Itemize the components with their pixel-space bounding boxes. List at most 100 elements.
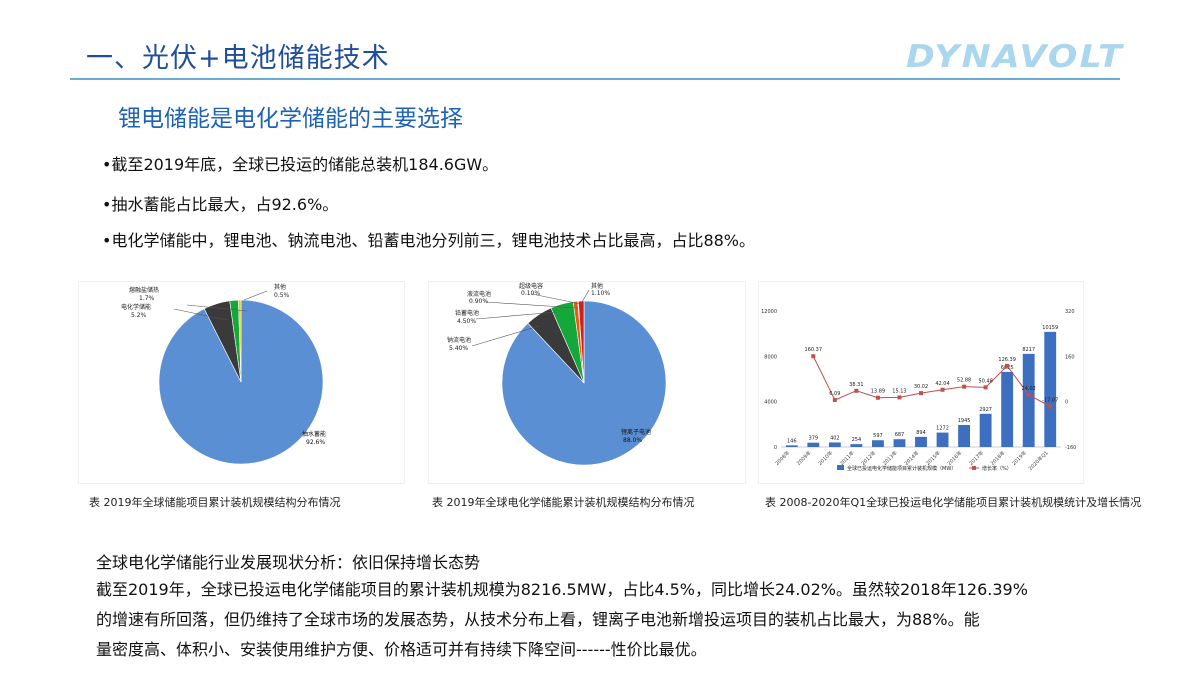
page-title: 一、光伏+电池储能技术	[86, 43, 390, 74]
bar	[785, 445, 798, 447]
x-tick-label: 2013年	[881, 449, 898, 466]
x-tick-label: 2009年	[795, 449, 812, 466]
pie1-value-pumped-hydro: 92.6%	[306, 439, 325, 446]
leader-line	[485, 301, 578, 309]
analysis-heading: 全球电化学储能行业发展现状分析：依旧保持增长态势	[96, 553, 481, 572]
growth-value-label: 42.04	[935, 381, 949, 387]
pie2-value-lithium: 88.0%	[623, 437, 642, 444]
growth-point	[875, 395, 880, 400]
pie1-label-electrochemical: 电化学储能	[121, 303, 151, 311]
growth-point	[983, 385, 988, 390]
x-tick-label: 2011年	[838, 449, 855, 466]
analysis-line: 的增速有所回落，但仍维持了全球市场的发展态势，从技术分布上看，锂离子电池新增投运…	[96, 610, 980, 629]
growth-point	[832, 397, 837, 402]
pie2-label-supercap: 超级电容	[519, 282, 543, 290]
bullet-total-capacity: •截至2019年底，全球已投运的储能总装机184.6GW。	[102, 155, 499, 174]
pie2-label-lithium: 锂离子电池	[621, 428, 651, 436]
x-tick-label: 2015年	[924, 449, 941, 466]
y-right-tick: 320	[1065, 309, 1075, 315]
x-tick-label: 2014年	[903, 449, 920, 466]
growth-point	[940, 387, 945, 392]
y-left-tick: 8000	[764, 354, 777, 360]
x-tick-label: 2019年	[1011, 449, 1028, 466]
bar	[915, 436, 927, 447]
bullet-electrochemical: •电化学储能中，锂电池、钠流电池、铅蓄电池分列前三，锂电池技术占比最高，占比88…	[102, 231, 756, 250]
bar-value-label: 254	[852, 437, 862, 443]
bar-value-label: 597	[873, 433, 883, 439]
x-tick-label: 2010年	[817, 449, 834, 466]
bar	[850, 444, 863, 447]
brand-logo-text: DYNAVOLT	[906, 39, 1125, 72]
growth-line	[812, 356, 1051, 407]
bar-value-label: 402	[830, 435, 840, 441]
combo-chart-capacity-growth: 0 4000 8000 12000 -160 0 160 320 146 2008年 379 2009…	[761, 309, 1076, 472]
bar-value-label: 894	[916, 430, 926, 436]
growth-value-label: 24.02	[1022, 386, 1036, 392]
pie1-slice-3	[238, 299, 242, 383]
growth-point	[897, 395, 902, 400]
growth-value-label: 6.09	[829, 391, 840, 397]
x-tick-label: 2017年	[968, 449, 985, 466]
y-left-tick: 12000	[761, 309, 777, 315]
bar-value-label: 6625	[1001, 365, 1014, 371]
growth-value-label: 50.48	[978, 378, 992, 384]
leader-line	[186, 304, 248, 312]
leader-line	[243, 290, 268, 301]
leader-line	[475, 311, 558, 320]
x-tick-label: 2020年Q1	[1027, 449, 1050, 472]
growth-point	[962, 384, 967, 389]
bar	[936, 432, 949, 447]
pie2-label-other: 其他	[591, 282, 603, 290]
pie1-label-other: 其他	[274, 283, 286, 291]
caption-chart-2: 表 2019年全球电化学储能累计装机规模结构分布情况	[432, 496, 695, 509]
bar-value-label: 687	[895, 432, 905, 438]
bar-value-label: 146	[787, 438, 797, 444]
bar	[1022, 353, 1035, 447]
y-left-tick: 0	[774, 445, 777, 451]
x-tick-label: 2016年	[946, 449, 963, 466]
growth-value-label: 13.89	[871, 389, 885, 395]
growth-value-label: 15.13	[892, 388, 906, 394]
y-right-tick: 160	[1065, 354, 1075, 360]
chart-panel-capacity-growth: 0 4000 8000 12000 -160 0 160 320 146 2008年 379 2009…	[758, 281, 1084, 484]
pie1-label-pumped-hydro: 抽水蓄能	[302, 430, 326, 438]
bar	[979, 413, 992, 447]
pie2-slice-5	[578, 300, 585, 384]
growth-value-label: 126.39	[998, 357, 1016, 363]
pie-chart-storage-structure: 熔融盐储热 1.7% 电化学储能 5.2% 其他 0.5% 抽水蓄能 92.6%	[121, 283, 326, 465]
growth-value-label: 38.31	[849, 382, 863, 388]
bullet-pumped-hydro: •抽水蓄能占比最大，占92.6%。	[102, 195, 339, 214]
chart-panel-electrochemical-structure: 超级电容 0.10% 其他 1.10% 液流电池 0.90% 铅蓄电池 4.50…	[428, 281, 746, 484]
growth-value-label: 160.37	[805, 347, 823, 353]
growth-point	[854, 388, 859, 393]
legend-bar-label: 全球已投运电化学储能项目累计装机规模（MW）	[847, 465, 956, 472]
growth-point	[1005, 363, 1010, 368]
pie1-slice-0	[158, 299, 324, 465]
bar-value-label: 1945	[958, 418, 971, 424]
pie1-label-molten-salt: 熔融盐储热	[129, 286, 159, 294]
bar-value-label: 1272	[936, 426, 949, 432]
bar	[1001, 371, 1014, 447]
brand-logo: DYNAVOLT	[906, 39, 1125, 72]
pie1-value-molten-salt: 1.7%	[139, 295, 155, 302]
header-divider	[70, 78, 1120, 80]
y-left-tick: 4000	[764, 400, 777, 406]
pie2-value-supercap: 0.10%	[521, 290, 540, 297]
caption-chart-3: 表 2008-2020年Q1全球已投运电化学储能项目累计装机规模统计及增长情况	[765, 496, 1142, 509]
legend-line-marker	[972, 466, 976, 470]
analysis-line: 截至2019年，全球已投运电化学储能项目的累计装机规模为8216.5MW，占比4…	[96, 580, 1028, 599]
pie2-value-sodium: 5.40%	[449, 345, 468, 352]
pie-chart-electrochemical-structure: 超级电容 0.10% 其他 1.10% 液流电池 0.90% 铅蓄电池 4.50…	[447, 282, 667, 466]
pie1-value-other: 0.5%	[274, 292, 290, 299]
legend-line-label: 增长率（%）	[982, 465, 1012, 472]
x-tick-label: 2018年	[989, 449, 1006, 466]
bar	[872, 440, 884, 447]
y-right-tick: 0	[1065, 400, 1068, 406]
caption-chart-1: 表 2019年全球储能项目累计装机规模结构分布情况	[89, 496, 341, 509]
leader-line	[581, 289, 590, 303]
growth-point	[1048, 404, 1053, 409]
bar-value-label: 2927	[979, 407, 992, 413]
analysis-line: 量密度高、体积小、安装使用维护方便、价格适可并有持续下降空间------性价比最…	[96, 640, 707, 659]
bar	[807, 442, 820, 447]
pie1-value-electrochemical: 5.2%	[131, 312, 147, 319]
